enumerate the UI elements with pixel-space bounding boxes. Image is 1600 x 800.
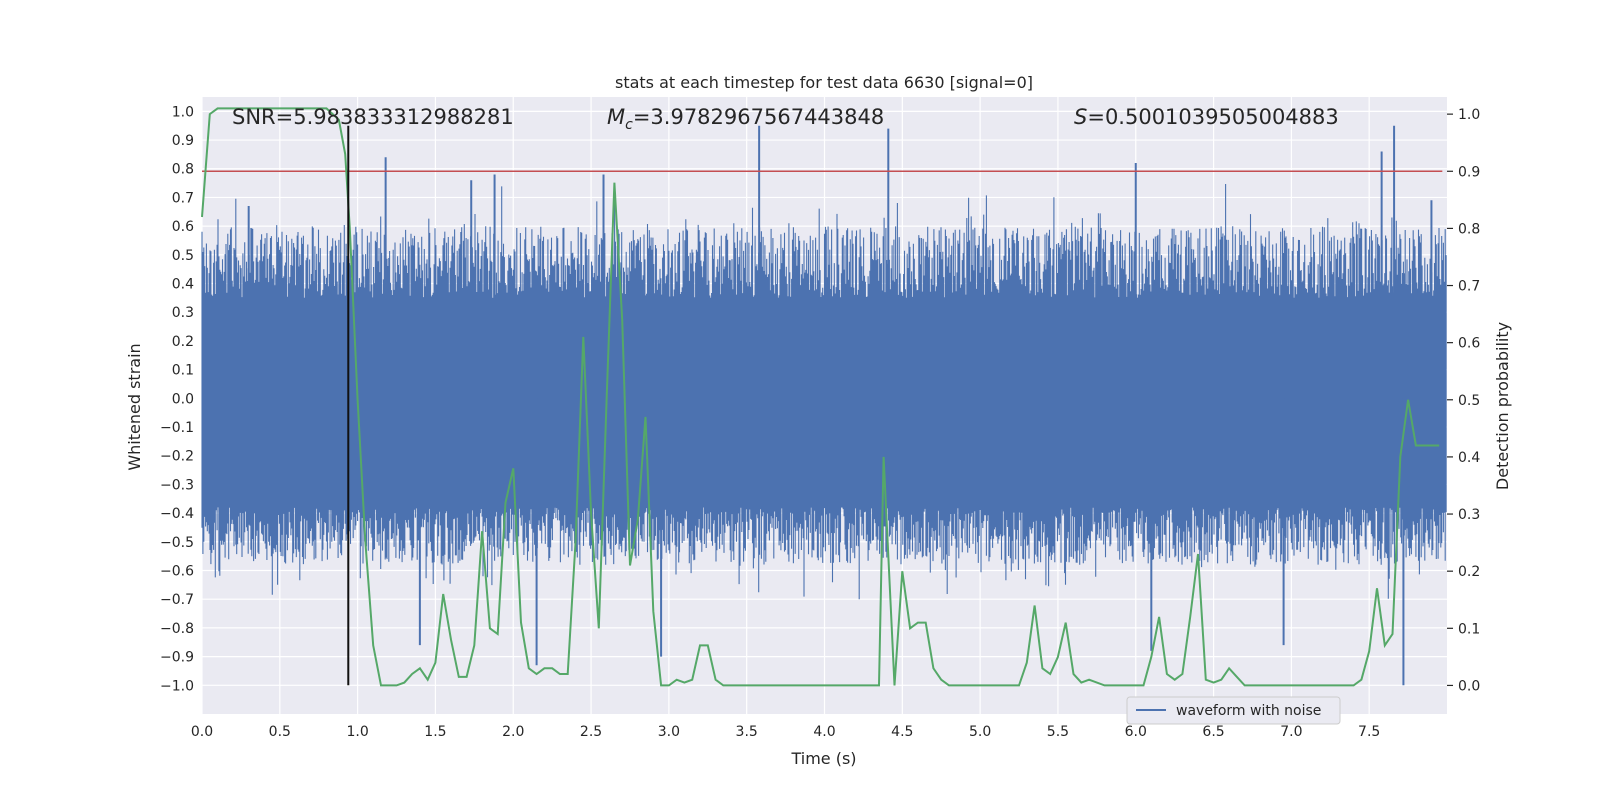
y-right-tick-label: 0.3: [1458, 507, 1480, 523]
x-tick-label: 7.5: [1358, 724, 1380, 740]
y-left-tick-label: 0.6: [172, 219, 194, 235]
mc-subscript: c: [625, 117, 633, 133]
y-left-tick-label: −0.1: [160, 420, 194, 436]
y-right-tick-label: 0.7: [1458, 279, 1480, 295]
y-left-tick-label: −0.3: [160, 477, 194, 493]
x-tick-label: 1.0: [346, 724, 368, 740]
y-left-tick-label: −0.6: [160, 564, 194, 580]
y-right-tick-label: 0.8: [1458, 221, 1480, 237]
strain-band: [202, 297, 1443, 499]
x-tick-label: 6.0: [1125, 724, 1147, 740]
legend-box: [1126, 696, 1341, 725]
x-tick-label: 4.5: [891, 724, 913, 740]
x-tick-label: 2.5: [580, 724, 602, 740]
y-right-tick-label: 0.6: [1458, 336, 1480, 352]
x-tick-label: 5.0: [969, 724, 991, 740]
y-left-tick-label: −0.2: [160, 449, 194, 465]
probability-line: [201, 107, 1440, 687]
y-right-tick-label: 0.2: [1458, 564, 1480, 580]
s-symbol: S: [1074, 105, 1087, 129]
y-axis-left-label: Whitened strain: [125, 343, 144, 470]
x-axis-ticks: 0.0 0.5 1.0 1.5 2.0 2.5 3.0 3.5 4.0 4.5 5.0 5.5 6.0 6…: [191, 724, 1380, 740]
y-axis-right-ticks: 1.0 0.9 0.8 0.7 0.6 0.5 0.4 0.3 0.2 0.1 0.0: [1447, 107, 1480, 694]
y-left-tick-label: −1.0: [160, 678, 194, 694]
x-tick-label: 6.5: [1202, 724, 1224, 740]
y-left-tick-label: −0.4: [160, 506, 194, 522]
y-left-tick-label: 0.9: [172, 133, 194, 149]
y-left-tick-label: −0.9: [160, 650, 194, 666]
strain-spikes: [247, 125, 1433, 686]
chart-title: stats at each timestep for test data 663…: [615, 73, 1033, 92]
snr-annotation: SNR=5.983833312988281: [232, 105, 514, 129]
y-left-tick-label: 0.7: [172, 190, 194, 206]
y-left-tick-label: 0.0: [172, 391, 194, 407]
y-left-tick-label: 1.0: [172, 104, 194, 120]
y-right-tick-label: 0.9: [1458, 164, 1480, 180]
y-right-tick-label: 1.0: [1458, 107, 1480, 123]
x-tick-label: 2.0: [502, 724, 524, 740]
y-left-tick-label: −0.8: [160, 621, 194, 637]
x-tick-label: 0.0: [191, 724, 213, 740]
x-tick-label: 5.5: [1047, 724, 1069, 740]
s-value: =0.5001039505004883: [1087, 105, 1338, 129]
y-right-tick-label: 0.0: [1458, 678, 1480, 694]
mc-value: =3.9782967567443848: [633, 105, 884, 129]
x-axis-label: Time (s): [790, 749, 856, 768]
x-tick-label: 3.5: [736, 724, 758, 740]
x-tick-label: 0.5: [269, 724, 291, 740]
x-tick-label: 4.0: [813, 724, 835, 740]
y-left-tick-label: 0.8: [172, 162, 194, 178]
legend-label: waveform with noise: [1176, 703, 1321, 719]
mc-symbol: M: [607, 105, 625, 129]
y-right-tick-label: 0.4: [1458, 450, 1480, 466]
y-right-tick-label: 0.5: [1458, 393, 1480, 409]
y-left-tick-label: 0.2: [172, 334, 194, 350]
legend: waveform with noise: [1126, 696, 1341, 725]
y-left-tick-label: −0.5: [160, 535, 194, 551]
y-axis-left-ticks: 1.0 0.9 0.8 0.7 0.6 0.5 0.4 0.3 0.2 0.1 0.0 −0.1 −0.…: [160, 104, 194, 694]
y-right-tick-label: 0.1: [1458, 621, 1480, 637]
x-tick-label: 1.5: [424, 724, 446, 740]
s-annotation: S=0.5001039505004883: [1074, 105, 1339, 129]
y-left-tick-label: −0.7: [160, 592, 194, 608]
mc-annotation: Mc=3.9782967567443848: [607, 105, 884, 133]
y-left-tick-label: 0.5: [172, 248, 194, 264]
y-left-tick-label: 0.4: [172, 277, 194, 293]
x-tick-label: 3.0: [658, 724, 680, 740]
y-left-tick-label: 0.1: [172, 363, 194, 379]
y-axis-right-label: Detection probability: [1493, 322, 1512, 490]
y-left-tick-label: 0.3: [172, 305, 194, 321]
x-tick-label: 7.0: [1280, 724, 1302, 740]
